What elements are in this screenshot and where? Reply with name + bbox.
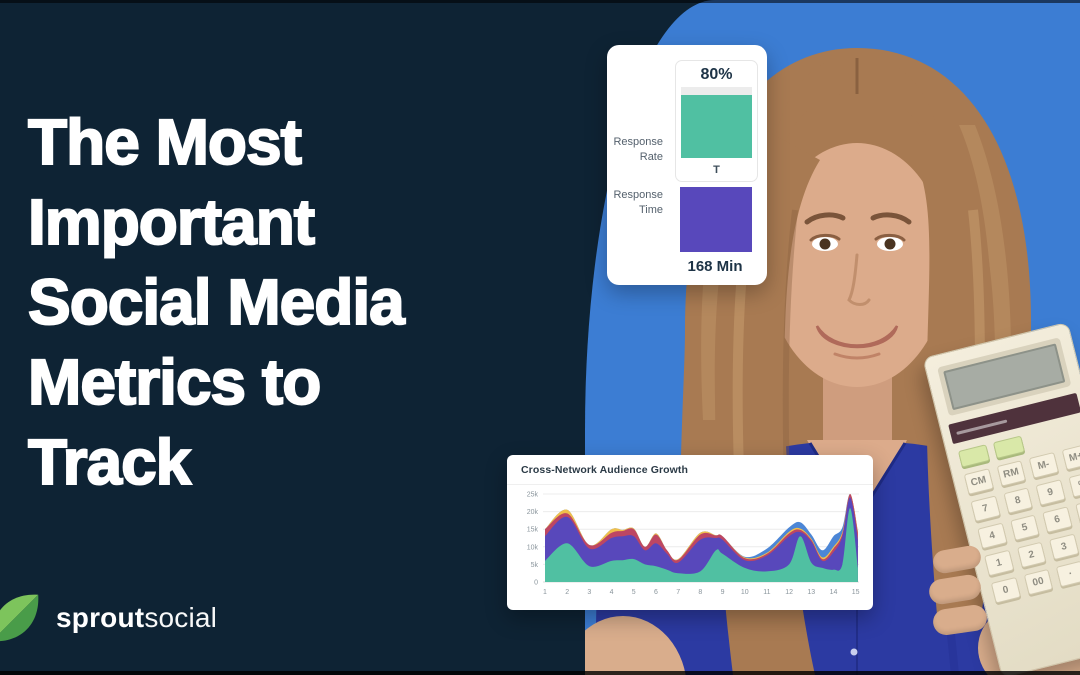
headline-line: Important: [27, 185, 316, 259]
sprout-leaf-icon: [0, 594, 39, 642]
calculator-key: 6: [1042, 506, 1073, 533]
calculator-key: CM: [963, 468, 994, 495]
svg-text:10k: 10k: [527, 544, 539, 551]
calculator-key: 7: [970, 495, 1001, 523]
svg-text:5k: 5k: [531, 562, 539, 569]
svg-text:25k: 25k: [527, 492, 539, 499]
svg-text:5: 5: [632, 589, 636, 596]
chart-divider: [507, 484, 873, 485]
svg-text:6: 6: [654, 589, 658, 596]
calculator-key: 8: [1002, 487, 1033, 514]
smile: [815, 325, 899, 349]
svg-text:3: 3: [587, 589, 591, 596]
response-rate-bar: [681, 95, 752, 158]
svg-text:4: 4: [610, 589, 614, 596]
bottom-letterbox: [0, 671, 1080, 675]
calculator-key: 3: [1049, 533, 1079, 561]
sprout-social-logo: sproutsocial: [0, 589, 217, 647]
logo-text: sproutsocial: [56, 602, 217, 634]
svg-text:9: 9: [721, 589, 725, 596]
top-letterbox: [0, 0, 1080, 3]
response-rate-label: Response Rate: [613, 136, 663, 163]
calculator-key: 0: [990, 576, 1021, 604]
hair-top: [764, 55, 950, 250]
response-time-value: 168 Min: [687, 258, 743, 275]
calculator-key: ×: [1074, 498, 1080, 525]
response-rate-value: 80%: [700, 66, 733, 83]
svg-text:15: 15: [852, 589, 860, 596]
calculator-green-key: [992, 435, 1026, 459]
svg-text:13: 13: [807, 589, 815, 596]
calculator-green-key: [957, 444, 991, 468]
calculator-key: ·: [1055, 560, 1080, 588]
calculator-key: 2: [1016, 541, 1047, 569]
arm: [585, 616, 686, 675]
calculator-key: 5: [1009, 514, 1040, 542]
calculator-key: M+: [1061, 444, 1080, 471]
eyebrow-right: [870, 212, 912, 225]
svg-text:7: 7: [676, 589, 680, 596]
response-rate-sublabel: T: [713, 164, 720, 176]
nose: [847, 253, 871, 306]
headline-line: Social Media: [27, 265, 406, 339]
calculator-key: M-: [1028, 452, 1059, 479]
response-metrics-card: 80% T Response Rate Response Time 168 Mi…: [607, 45, 767, 285]
svg-text:2: 2: [565, 589, 569, 596]
logo-word-social: social: [144, 602, 218, 633]
area-series-network-teal: [545, 508, 858, 582]
svg-text:1: 1: [543, 589, 547, 596]
calculator-key: RM: [996, 460, 1027, 487]
svg-text:15k: 15k: [527, 527, 539, 534]
calculator-key: 00: [1023, 568, 1054, 596]
calculator-key: 1: [984, 549, 1014, 577]
svg-text:11: 11: [763, 589, 770, 596]
chart-title: Cross-Network Audience Growth: [521, 464, 689, 476]
response-time-bar: [680, 187, 752, 252]
calculator-key: 4: [977, 522, 1008, 550]
calculator-key: 9: [1035, 479, 1066, 506]
svg-text:10: 10: [741, 589, 749, 596]
response-rate-box: 80% T: [675, 60, 758, 182]
headline: The Most Important Social Media Metrics …: [27, 102, 406, 502]
headline-line: Track: [27, 425, 192, 499]
svg-text:8: 8: [698, 589, 702, 596]
svg-text:20k: 20k: [527, 509, 539, 516]
headline-line: The Most: [27, 105, 303, 179]
svg-text:14: 14: [830, 589, 838, 596]
svg-text:12: 12: [785, 589, 793, 596]
calculator-key: %: [1067, 471, 1080, 498]
response-rate-track: [681, 87, 752, 95]
logo-word-sprout: sprout: [56, 602, 145, 633]
eyebrow-left: [804, 212, 846, 225]
response-time-label: Response Time: [613, 189, 663, 216]
audience-growth-card: Cross-Network Audience Growth 0 5k 10k 15k 2…: [507, 455, 873, 610]
headline-line: Metrics to: [27, 345, 322, 419]
svg-text:0: 0: [534, 580, 538, 587]
